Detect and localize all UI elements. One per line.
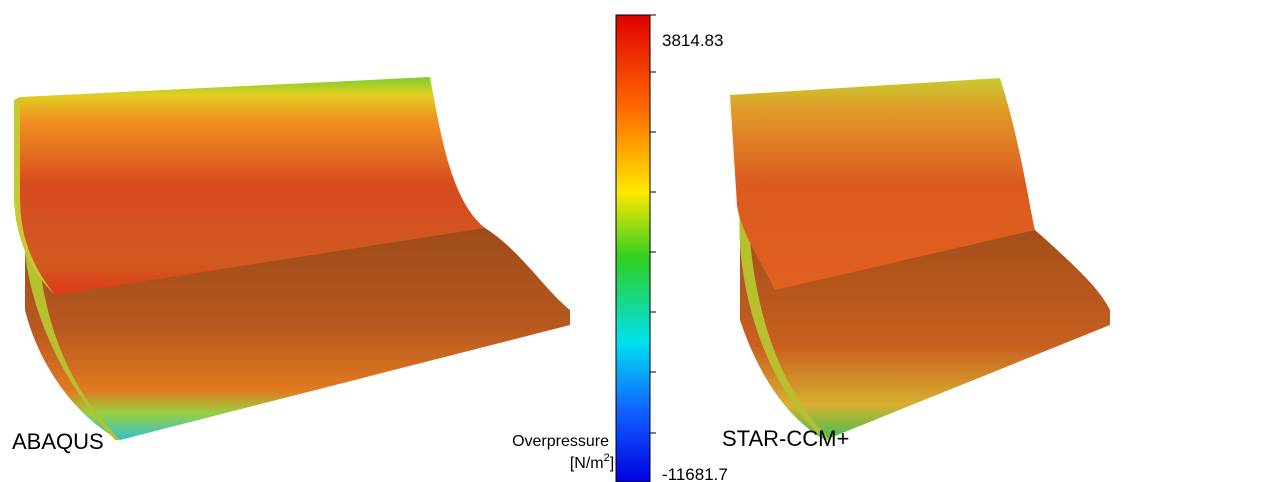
colorbar-title: Overpressure [512, 433, 609, 450]
colorbar-max-label: 3814.83 [662, 31, 723, 50]
figure-canvas: 3814.83 -11681.7 Overpressure [N/m2] ABA… [0, 0, 1275, 482]
unit-close: ] [610, 455, 614, 472]
colorbar-unit: [N/m2] [570, 452, 614, 472]
colorbar [616, 15, 650, 482]
panel-label: ABAQUS [12, 429, 104, 454]
figure: 3814.83 -11681.7 Overpressure [N/m2] ABA… [0, 0, 1275, 482]
colorbar-min-label: -11681.7 [662, 465, 728, 482]
panel-label: STAR-CCM+ [722, 426, 849, 451]
unit-base: [N/m [570, 455, 604, 472]
colorbar-ticks [650, 15, 656, 433]
